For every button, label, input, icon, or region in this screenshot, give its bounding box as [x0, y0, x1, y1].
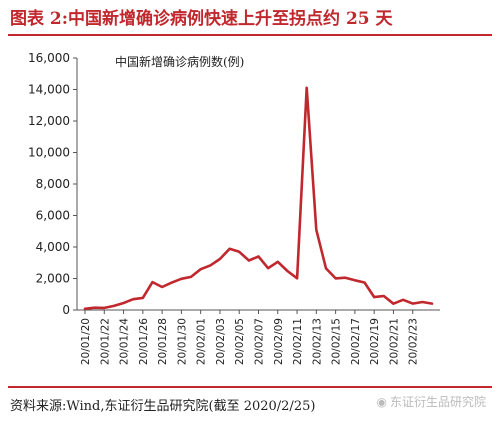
- x-tick-label: 20/02/11: [292, 318, 304, 365]
- series-layer: [83, 86, 434, 311]
- chart-title: 中国新增确诊病例数(例): [115, 54, 244, 69]
- x-tick-label: 20/01/28: [157, 318, 169, 365]
- x-tick-label: 20/01/20: [80, 318, 92, 365]
- footer-divider: [8, 386, 492, 388]
- y-tick-label: 10,000: [28, 146, 70, 160]
- y-tick-label: 14,000: [28, 83, 70, 97]
- x-tick-label: 20/02/21: [388, 318, 400, 365]
- y-axis-ticks: 0 2,000 4,000 6,000 8,000 10,000 12,000 14,000 1…: [28, 51, 77, 317]
- watermark-text: 东证衍生品研究院: [389, 395, 486, 409]
- source-note: 资料来源:Wind,东证衍生品研究院(截至 2020/2/25): [10, 399, 316, 414]
- y-tick-label: 16,000: [28, 51, 70, 65]
- x-tick-label: 20/02/03: [215, 318, 227, 365]
- x-tick-label: 20/02/17: [350, 318, 362, 365]
- title-divider: [8, 34, 492, 36]
- y-tick-label: 12,000: [28, 114, 70, 128]
- y-tick-label: 2,000: [36, 272, 70, 286]
- x-tick-label: 20/01/24: [119, 318, 131, 365]
- x-tick-label: 20/01/30: [176, 318, 188, 365]
- x-tick-label: 20/02/09: [273, 318, 285, 365]
- x-tick-label: 20/01/22: [99, 318, 111, 365]
- watermark: ◉ 东证衍生品研究院: [377, 393, 487, 410]
- x-tick-label: 20/02/23: [408, 318, 420, 365]
- x-axis-ticks: 20/01/20 20/01/22 20/01/24 20/01/26 20/01/28…: [80, 310, 420, 365]
- y-tick-label: 6,000: [36, 209, 70, 223]
- line-chart: 中国新增确诊病例数(例) 0 2,000 4,000 6,000 8,000 10,000…: [28, 51, 440, 365]
- wechat-icon: ◉: [376, 395, 387, 409]
- x-tick-label: 20/02/15: [331, 318, 343, 365]
- x-tick-label: 20/01/26: [138, 318, 150, 365]
- x-tick-label: 20/02/13: [311, 318, 323, 365]
- x-tick-label: 20/02/01: [196, 318, 208, 365]
- y-tick-label: 8,000: [36, 177, 70, 191]
- x-tick-label: 20/02/07: [254, 318, 266, 365]
- series-line: [83, 86, 434, 311]
- x-tick-label: 20/02/19: [369, 318, 381, 365]
- x-tick-label: 20/02/05: [234, 318, 246, 365]
- chart-axes: [76, 58, 440, 311]
- figure-title: 图表 2:中国新增确诊病例快速上升至拐点约 25 天: [10, 9, 393, 29]
- y-tick-label: 0: [62, 303, 70, 317]
- y-tick-label: 4,000: [36, 240, 70, 254]
